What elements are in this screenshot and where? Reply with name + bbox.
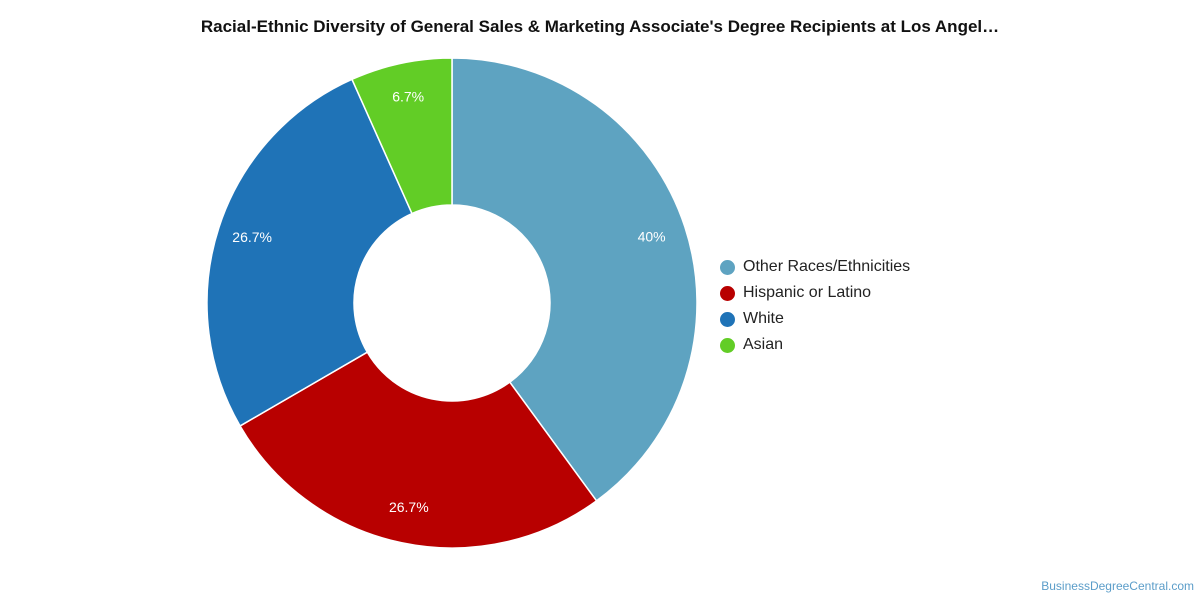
legend-label: Hispanic or Latino <box>743 284 872 301</box>
legend-item[interactable]: Hispanic or Latino <box>720 280 910 306</box>
slice-value-label: 40% <box>638 229 666 245</box>
legend-label: Other Races/Ethnicities <box>743 258 911 275</box>
legend-swatch <box>720 311 735 327</box>
legend-swatch <box>720 285 735 301</box>
legend-swatch <box>720 259 735 275</box>
chart-title: Racial-Ethnic Diversity of General Sales… <box>200 17 1000 36</box>
legend: Other Races/Ethnicities Hispanic or Latin… <box>720 254 910 358</box>
legend-item[interactable]: Asian <box>720 332 910 358</box>
site-credit[interactable]: BusinessDegreeCentral.com <box>1041 579 1194 593</box>
legend-swatch <box>720 337 735 353</box>
legend-label: Asian <box>743 336 784 353</box>
legend-item[interactable]: White <box>720 306 910 332</box>
slice-white[interactable] <box>206 78 413 427</box>
slice-asian[interactable] <box>350 57 453 215</box>
slice-hispanic-or-latino[interactable] <box>239 351 598 549</box>
slice-value-label: 26.7% <box>232 229 272 245</box>
slice-other-races-ethnicities[interactable] <box>451 57 698 502</box>
slice-value-label: 6.7% <box>392 88 424 104</box>
slice-value-label: 26.7% <box>389 499 429 515</box>
legend-label: White <box>743 310 784 327</box>
legend-item[interactable]: Other Races/Ethnicities <box>720 254 910 280</box>
